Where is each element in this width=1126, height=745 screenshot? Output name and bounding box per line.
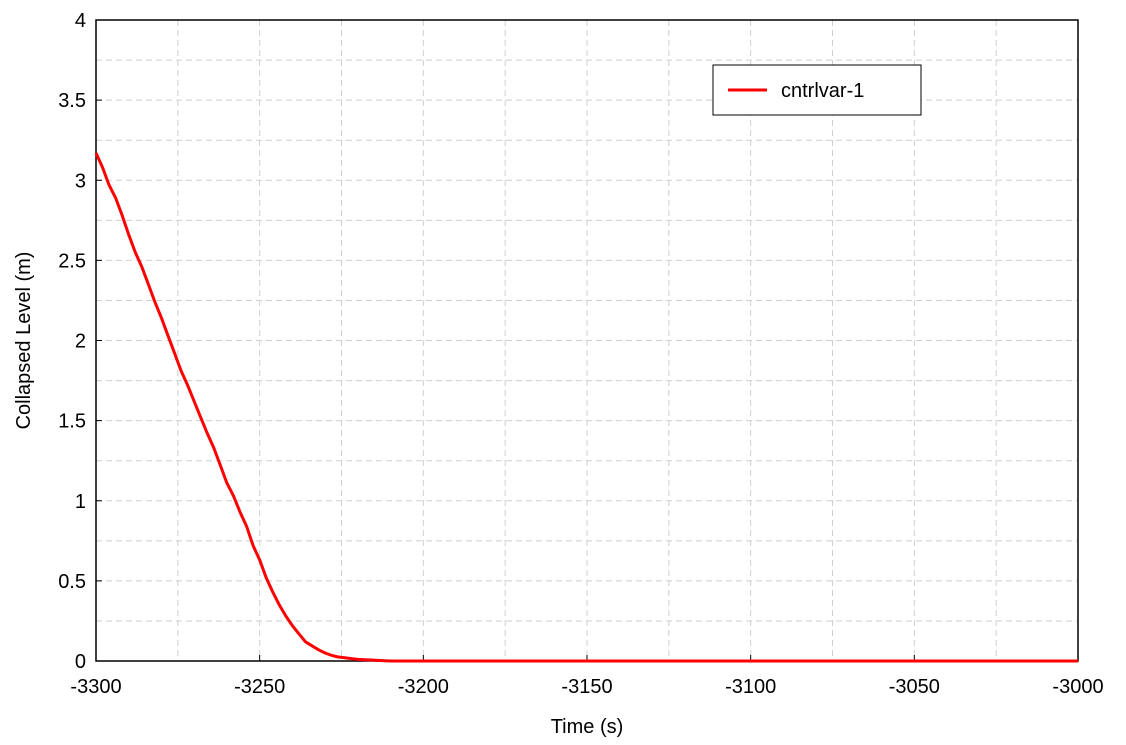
- x-axis-ticks: -3300 -3250 -3200 -3150 -3100 -3050 -3000: [70, 655, 1104, 698]
- x-tick-label: -3100: [725, 676, 776, 698]
- y-tick-label: 4: [75, 10, 86, 32]
- y-tick-label: 3: [75, 170, 86, 192]
- x-tick-label: -3050: [889, 676, 940, 698]
- y-tick-label: 1: [75, 491, 86, 513]
- y-tick-label: 1.5: [58, 411, 86, 433]
- y-tick-label: 0.5: [58, 571, 86, 593]
- y-tick-label: 0: [75, 651, 86, 673]
- x-tick-label: -3150: [561, 676, 612, 698]
- y-tick-label: 3.5: [58, 90, 86, 112]
- y-tick-label: 2: [75, 331, 86, 353]
- legend: cntrlvar-1: [712, 64, 922, 116]
- grid: [96, 20, 1078, 661]
- y-axis-ticks: 0 0.5 1 1.5 2 2.5 3 3.5 4: [58, 10, 102, 673]
- x-tick-label: -3000: [1052, 676, 1103, 698]
- series-lines: [94, 152, 1078, 663]
- x-axis-title: Time (s): [551, 716, 624, 738]
- y-axis-title: Collapsed Level (m): [13, 252, 35, 430]
- x-tick-label: -3200: [398, 676, 449, 698]
- x-tick-label: -3300: [70, 676, 121, 698]
- x-tick-label: -3250: [234, 676, 285, 698]
- series-line-cntrlvar-1: [94, 152, 1078, 663]
- y-tick-label: 2.5: [58, 250, 86, 272]
- legend-label-cntrlvar-1: cntrlvar-1: [781, 80, 864, 102]
